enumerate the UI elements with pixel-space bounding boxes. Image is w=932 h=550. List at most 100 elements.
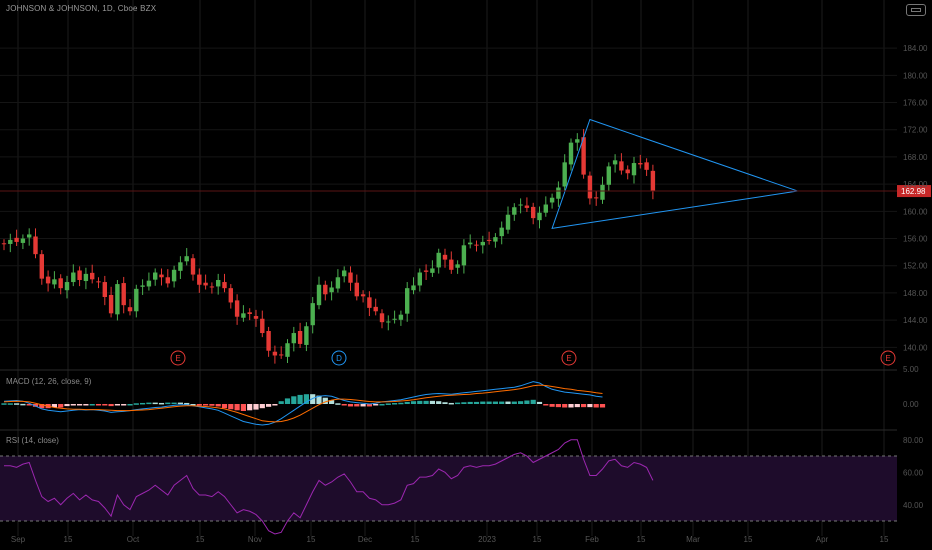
macd-histogram-bar: [492, 401, 498, 404]
macd-histogram-bar: [316, 395, 322, 404]
maximize-icon[interactable]: [906, 4, 926, 16]
macd-histogram-bar: [58, 404, 64, 408]
candle-body: [184, 256, 189, 262]
candle-body: [159, 274, 164, 278]
macd-histogram-bar: [448, 402, 454, 405]
macd-histogram-bar: [423, 400, 429, 404]
candle-body: [449, 259, 454, 270]
macd-histogram-bar: [354, 404, 360, 407]
candle-body: [27, 234, 32, 238]
candle-body: [127, 307, 133, 312]
macd-histogram-bar: [366, 404, 372, 407]
candle-body: [556, 187, 561, 199]
candle-body: [297, 331, 303, 344]
candle-body: [323, 284, 328, 295]
macd-histogram-bar: [221, 404, 228, 409]
candle-body: [360, 294, 366, 297]
macd-histogram-bar: [39, 404, 45, 409]
candle-body: [190, 258, 196, 275]
candle-body: [392, 318, 397, 320]
candle-body: [335, 277, 341, 289]
macd-histogram-bar: [568, 404, 574, 408]
macd-histogram-bar: [511, 401, 517, 404]
macd-histogram-bar: [574, 404, 580, 408]
macd-histogram-bar: [259, 404, 265, 409]
event-marker: [561, 350, 577, 366]
candle-body: [518, 204, 523, 206]
macd-histogram-bar: [360, 404, 366, 407]
candle-body: [134, 288, 139, 312]
candle-body: [90, 272, 95, 280]
candle-body: [153, 272, 158, 280]
macd-histogram-bar: [499, 401, 505, 404]
time-tick-label: 2023: [478, 535, 496, 544]
macd-histogram-bar: [562, 404, 568, 408]
candle-body: [455, 264, 460, 268]
candle-body: [442, 254, 448, 260]
event-marker: [331, 350, 347, 366]
candle-body: [436, 252, 441, 268]
candle-body: [71, 272, 76, 283]
candle-body: [121, 283, 126, 306]
last-price-label: 162.98: [901, 187, 926, 196]
macd-histogram-bar: [228, 404, 234, 410]
macd-histogram-bar: [461, 402, 467, 404]
candle-body: [285, 343, 290, 357]
macd-histogram-bar: [272, 404, 278, 406]
candle-body: [247, 312, 252, 314]
candle-body: [329, 287, 334, 293]
macd-histogram-bar: [410, 401, 417, 404]
macd-histogram-bar: [284, 398, 291, 404]
macd-histogram-bar: [581, 404, 587, 408]
rsi-tick-label: 60.00: [903, 468, 924, 477]
price-tick-label: 156.00: [903, 235, 928, 244]
candle-body: [45, 276, 51, 284]
candle-body: [348, 272, 353, 283]
macd-histogram-bar: [121, 404, 127, 406]
price-tick-label: 144.00: [903, 316, 928, 325]
macd-histogram-bar: [165, 402, 171, 405]
macd-histogram-bar: [455, 402, 461, 405]
macd-histogram-bar: [89, 404, 95, 406]
macd-histogram-bar: [51, 404, 57, 408]
candle-body: [316, 284, 322, 306]
macd-histogram-bar: [133, 403, 139, 405]
macd-histogram-bar: [467, 401, 473, 404]
candle-body: [379, 313, 385, 323]
price-tick-label: 176.00: [903, 99, 928, 108]
event-marker-label: E: [175, 354, 180, 363]
macd-histogram-bar: [234, 404, 240, 411]
macd-histogram-bar: [417, 400, 423, 404]
macd-histogram-bar: [436, 401, 442, 404]
macd-histogram-bar: [530, 399, 536, 404]
macd-histogram-bar: [347, 404, 354, 407]
candle-body: [108, 294, 114, 314]
candle-body: [20, 238, 26, 243]
candle-body: [279, 354, 284, 356]
candle-body: [197, 274, 202, 285]
price-tick-label: 168.00: [903, 153, 928, 162]
time-tick-label: 15: [533, 535, 542, 544]
candle-body: [531, 206, 536, 219]
time-tick-label: 15: [744, 535, 753, 544]
macd-histogram-bar: [177, 402, 183, 405]
candle-body: [291, 333, 296, 344]
time-tick-label: Apr: [816, 535, 829, 544]
candle-body: [342, 270, 347, 277]
macd-histogram-bar: [190, 404, 196, 406]
macd-histogram-bar: [247, 404, 253, 411]
time-tick-label: 15: [880, 535, 889, 544]
candle-body: [549, 197, 555, 203]
candle-body: [461, 245, 467, 266]
candle-body: [102, 282, 107, 297]
candle-body: [493, 237, 498, 242]
macd-label: MACD (12, 26, close, 9): [6, 377, 92, 386]
candle-body: [386, 321, 391, 323]
candle-body: [468, 242, 473, 245]
candle-body: [625, 169, 630, 174]
candle-body: [568, 142, 574, 165]
macd-histogram-bar: [486, 401, 492, 404]
candle-body: [171, 269, 177, 282]
macd-histogram-bar: [329, 400, 335, 404]
